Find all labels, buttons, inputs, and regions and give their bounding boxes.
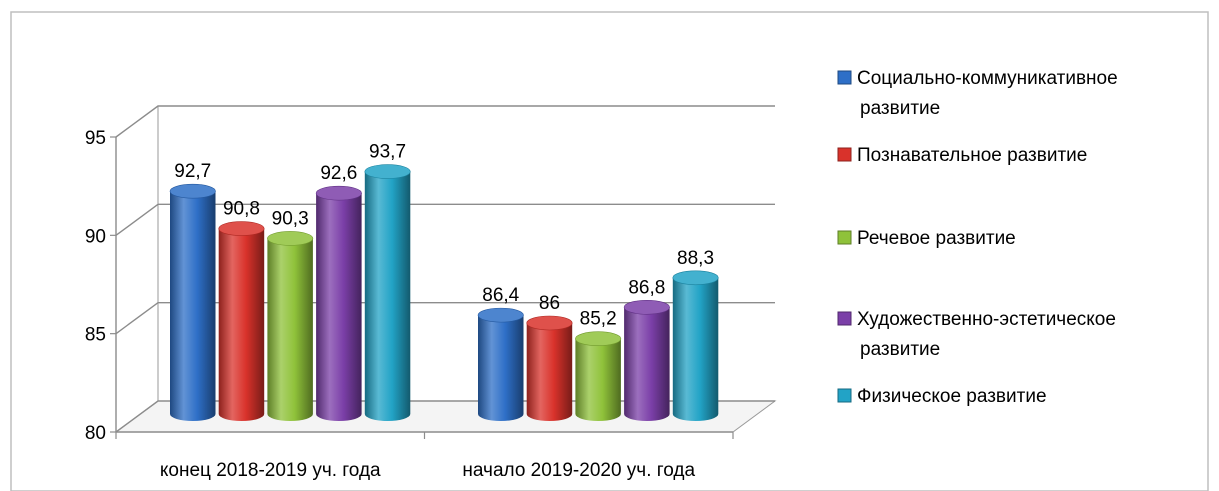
- legend-label: Художественно-эстетическое: [857, 309, 1116, 330]
- bar: [672, 270, 719, 422]
- bar: [267, 231, 314, 422]
- legend-item: Физическое развитие: [837, 386, 1047, 407]
- legend-label: Познавательное развитие: [857, 145, 1087, 166]
- legend-label: развитие: [860, 339, 940, 360]
- legend-item: Художественно-эстетическое развитие: [837, 309, 1116, 360]
- bar: [315, 185, 362, 422]
- bar: [526, 315, 573, 422]
- y-tick-label: 80: [85, 423, 106, 444]
- data-label: 92,7: [174, 161, 211, 182]
- legend-item: Познавательное развитие: [837, 145, 1087, 166]
- bar: [575, 331, 622, 422]
- chart-border: [10, 11, 1209, 491]
- legend-label: Физическое развитие: [857, 386, 1047, 407]
- legend-swatch: [837, 147, 852, 162]
- data-label: 88,3: [677, 248, 714, 269]
- data-label: 90,3: [272, 208, 309, 229]
- gridline: [115, 105, 775, 138]
- gridline: [115, 203, 775, 236]
- legend-swatch: [837, 70, 852, 85]
- legend-label: Речевое развитие: [857, 228, 1016, 249]
- bar: [169, 183, 216, 422]
- legend-swatch: [837, 388, 852, 403]
- bar: [623, 299, 670, 422]
- data-label: 85,2: [580, 309, 617, 330]
- legend-label: Социально-коммуникативное: [857, 68, 1118, 89]
- data-label: 86: [539, 293, 560, 314]
- data-label: 93,7: [369, 142, 406, 163]
- x-category-label: конец 2018-2019 уч. года: [160, 460, 381, 481]
- y-tick-label: 95: [85, 128, 106, 149]
- legend-item: Речевое развитие: [837, 228, 1016, 249]
- bar: [218, 221, 265, 421]
- legend-item: Социально-коммуникативное развитие: [837, 68, 1118, 119]
- legend-swatch: [837, 230, 852, 245]
- data-label: 86,8: [628, 277, 665, 298]
- y-tick-label: 85: [85, 325, 106, 346]
- data-label: 92,6: [320, 163, 357, 184]
- data-label: 90,8: [223, 199, 260, 220]
- bar: [364, 164, 411, 422]
- gridline: [115, 301, 775, 335]
- legend-label: развитие: [860, 98, 940, 119]
- x-category-label: начало 2019-2020 уч. года: [462, 460, 695, 481]
- bar: [477, 307, 524, 422]
- data-label: 86,4: [482, 285, 519, 306]
- legend-swatch: [837, 311, 852, 326]
- y-tick-label: 90: [85, 226, 106, 247]
